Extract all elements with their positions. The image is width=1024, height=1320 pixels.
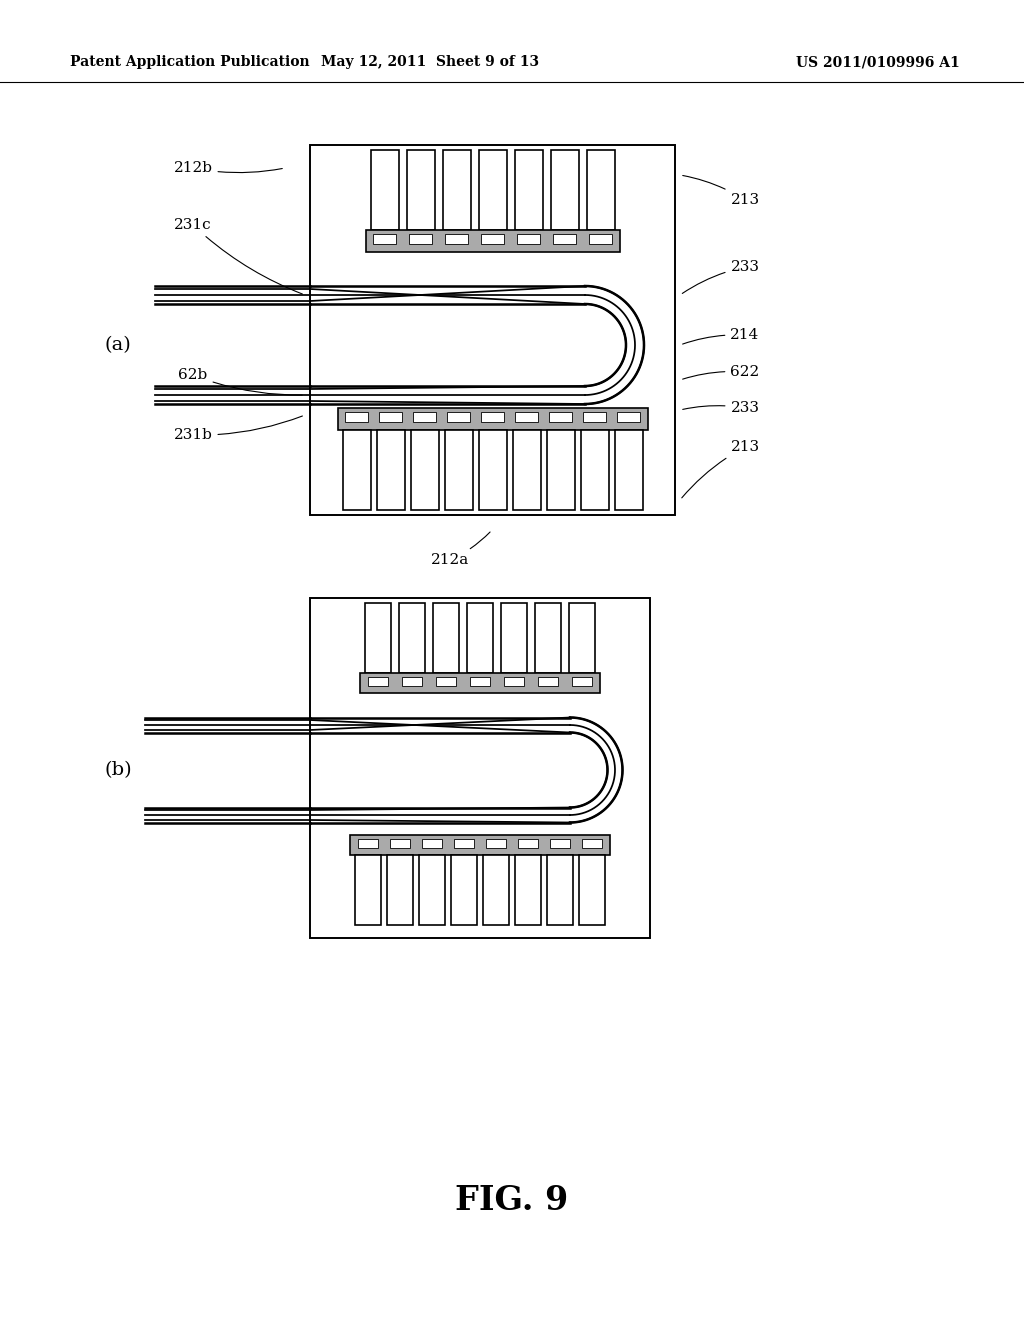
Bar: [470, 677, 490, 686]
Bar: [547, 430, 574, 510]
Bar: [551, 150, 579, 230]
Bar: [355, 855, 381, 925]
Bar: [377, 430, 404, 510]
Text: (b): (b): [104, 762, 132, 779]
Bar: [447, 412, 470, 422]
Text: Patent Application Publication: Patent Application Publication: [70, 55, 309, 69]
Bar: [504, 677, 524, 686]
Bar: [515, 855, 541, 925]
Text: 231c: 231c: [174, 218, 302, 294]
Bar: [338, 408, 647, 430]
Text: 214: 214: [683, 327, 760, 345]
Bar: [478, 150, 507, 230]
Bar: [582, 840, 602, 847]
Text: (a): (a): [104, 337, 131, 354]
Bar: [587, 150, 614, 230]
Bar: [310, 145, 675, 515]
Bar: [517, 235, 540, 244]
Bar: [535, 603, 561, 673]
Bar: [419, 855, 445, 925]
Bar: [512, 430, 541, 510]
Bar: [422, 840, 442, 847]
Bar: [379, 412, 401, 422]
Bar: [569, 603, 595, 673]
Text: 622: 622: [683, 366, 760, 379]
Bar: [435, 677, 457, 686]
Bar: [366, 230, 620, 252]
Bar: [371, 150, 398, 230]
Bar: [445, 235, 468, 244]
Bar: [414, 412, 435, 422]
Text: 233: 233: [683, 401, 760, 414]
Bar: [549, 412, 571, 422]
Bar: [410, 235, 432, 244]
Bar: [547, 855, 573, 925]
Bar: [442, 150, 470, 230]
Text: 212b: 212b: [173, 161, 283, 176]
Bar: [617, 412, 640, 422]
Text: 233: 233: [682, 260, 760, 293]
Bar: [401, 677, 423, 686]
Bar: [515, 412, 538, 422]
Bar: [501, 603, 527, 673]
Bar: [342, 430, 371, 510]
Bar: [485, 840, 507, 847]
Text: May 12, 2011  Sheet 9 of 13: May 12, 2011 Sheet 9 of 13: [321, 55, 539, 69]
Bar: [514, 150, 543, 230]
Bar: [444, 430, 472, 510]
Bar: [357, 840, 379, 847]
Text: 212a: 212a: [431, 532, 490, 568]
Bar: [581, 430, 608, 510]
Text: 213: 213: [683, 176, 760, 207]
Bar: [454, 840, 474, 847]
Text: 213: 213: [682, 440, 760, 498]
Bar: [579, 855, 605, 925]
Bar: [360, 673, 600, 693]
Bar: [433, 603, 459, 673]
Bar: [538, 677, 558, 686]
Text: FIG. 9: FIG. 9: [456, 1184, 568, 1217]
Bar: [483, 855, 509, 925]
Bar: [368, 677, 388, 686]
Bar: [571, 677, 593, 686]
Text: 231b: 231b: [173, 416, 302, 442]
Text: US 2011/0109996 A1: US 2011/0109996 A1: [797, 55, 961, 69]
Bar: [481, 412, 504, 422]
Bar: [387, 855, 413, 925]
Bar: [374, 235, 395, 244]
Bar: [350, 836, 610, 855]
Bar: [481, 235, 504, 244]
Bar: [614, 430, 642, 510]
Bar: [407, 150, 434, 230]
Bar: [389, 840, 411, 847]
Bar: [345, 412, 368, 422]
Bar: [478, 430, 507, 510]
Text: 62b: 62b: [178, 368, 302, 395]
Bar: [550, 840, 570, 847]
Bar: [399, 603, 425, 673]
Bar: [467, 603, 493, 673]
Bar: [365, 603, 391, 673]
Bar: [553, 235, 575, 244]
Bar: [584, 412, 606, 422]
Bar: [310, 598, 650, 939]
Bar: [451, 855, 477, 925]
Bar: [589, 235, 611, 244]
Bar: [411, 430, 438, 510]
Bar: [517, 840, 539, 847]
